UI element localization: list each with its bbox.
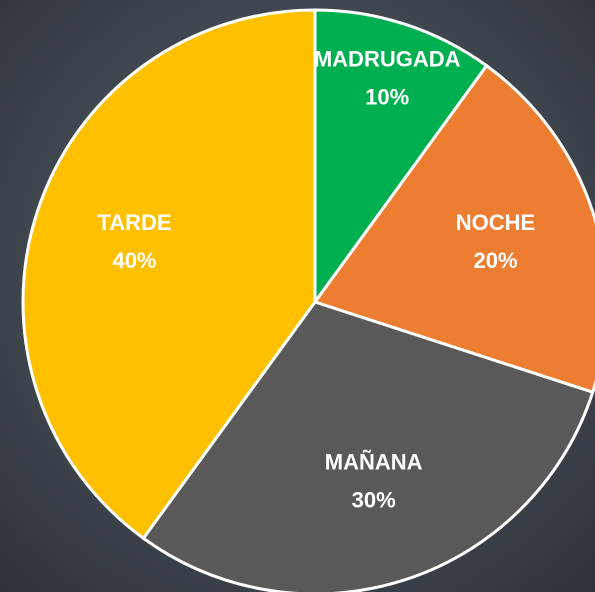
- pie-slice: [21, 8, 317, 541]
- pie-slice: [313, 8, 489, 307]
- slice-label: NOCHE: [456, 210, 535, 235]
- pie-slice: [141, 300, 595, 592]
- labels: MADRUGADA 10% NOCHE 20% MAÑANA 30% TARDE 40%: [97, 47, 535, 513]
- slice-label: MADRUGADA: [314, 47, 461, 72]
- pie: [21, 8, 595, 592]
- slice-label: TARDE: [97, 210, 171, 235]
- value-label: 40%: [112, 248, 156, 273]
- value-label: 20%: [473, 248, 517, 273]
- value-label: 10%: [365, 85, 409, 110]
- value-label: 30%: [352, 487, 396, 512]
- slice-label: MAÑANA: [325, 449, 423, 474]
- pie-slice: [312, 63, 595, 395]
